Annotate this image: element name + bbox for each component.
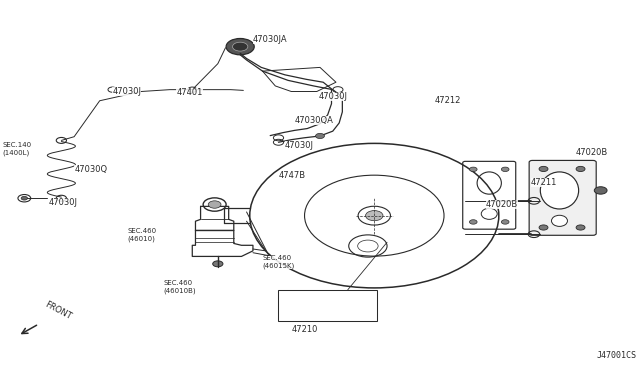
Circle shape (539, 225, 548, 230)
Ellipse shape (540, 172, 579, 209)
Text: 47030J: 47030J (49, 198, 77, 207)
Text: SEC.460
(46010): SEC.460 (46010) (127, 228, 156, 242)
Text: FRONT: FRONT (44, 299, 73, 321)
Text: 47030JA: 47030JA (253, 35, 287, 44)
Text: J47001CS: J47001CS (596, 351, 636, 360)
Text: 4747B: 4747B (278, 171, 306, 180)
Circle shape (316, 134, 324, 138)
Circle shape (595, 187, 607, 194)
Text: SEC.460
(46015K): SEC.460 (46015K) (262, 255, 295, 269)
Ellipse shape (552, 215, 568, 227)
Circle shape (21, 196, 28, 200)
Text: 47020B: 47020B (575, 148, 608, 157)
Text: 47030J: 47030J (113, 87, 141, 96)
Text: 47211: 47211 (531, 178, 557, 187)
Circle shape (226, 38, 254, 55)
Text: SEC.460
(46010B): SEC.460 (46010B) (164, 280, 196, 294)
Text: 47401: 47401 (176, 88, 203, 97)
Text: SEC.140
(1400L): SEC.140 (1400L) (3, 142, 32, 156)
Text: 47030J: 47030J (285, 141, 314, 151)
Circle shape (469, 220, 477, 224)
Text: 47210: 47210 (291, 325, 317, 334)
Circle shape (232, 42, 248, 51)
Text: 47030QA: 47030QA (294, 116, 333, 125)
Text: 47030J: 47030J (319, 92, 348, 101)
Text: 47030Q: 47030Q (74, 165, 108, 174)
Text: 47020B: 47020B (486, 200, 518, 209)
Circle shape (212, 261, 223, 267)
Circle shape (539, 166, 548, 171)
Bar (278, 290, 378, 321)
Circle shape (469, 167, 477, 171)
Circle shape (208, 201, 221, 208)
Circle shape (501, 167, 509, 171)
Circle shape (576, 166, 585, 171)
Circle shape (501, 220, 509, 224)
Text: 47212: 47212 (435, 96, 461, 105)
Circle shape (365, 211, 383, 221)
Circle shape (576, 225, 585, 230)
FancyBboxPatch shape (529, 160, 596, 235)
